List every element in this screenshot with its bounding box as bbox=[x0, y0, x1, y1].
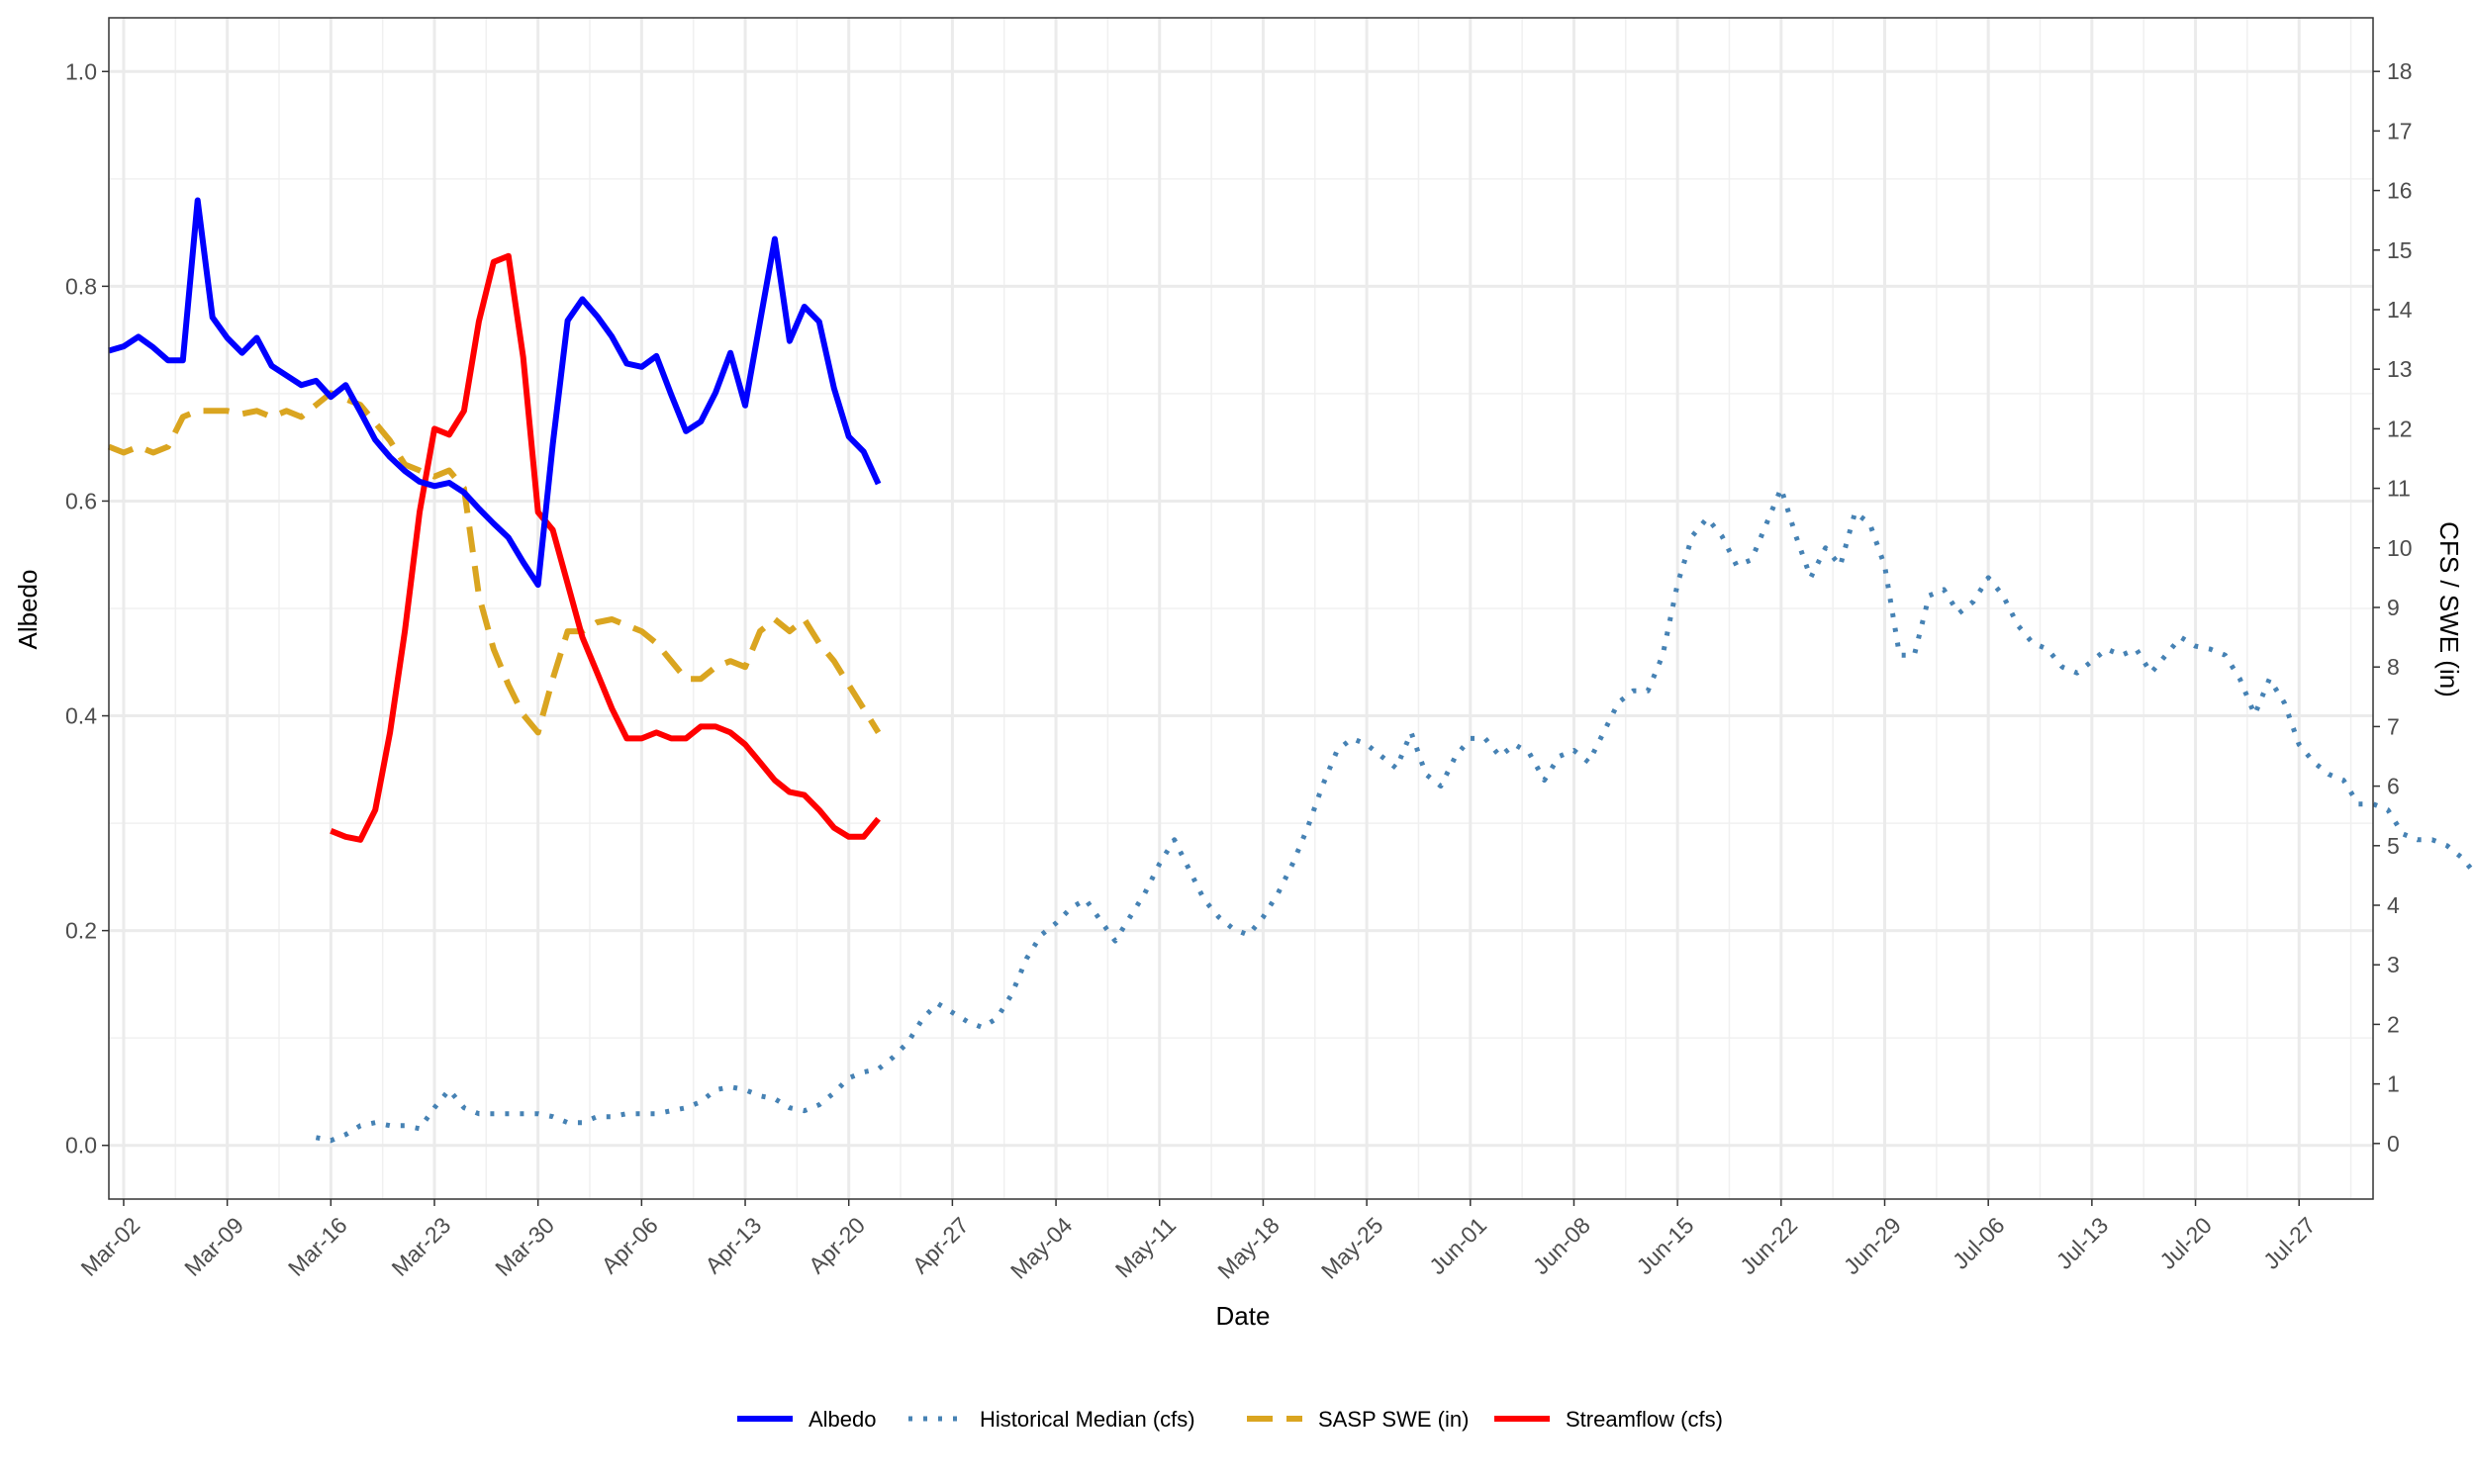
x-tick-label: Mar-23 bbox=[387, 1212, 456, 1281]
y-right-tick-label: 12 bbox=[2387, 416, 2413, 441]
x-tick-label: Jul-06 bbox=[1948, 1212, 2010, 1274]
y-right-tick-label: 7 bbox=[2387, 713, 2400, 739]
x-tick-label: May-11 bbox=[1110, 1212, 1181, 1282]
legend-label: SASP SWE (in) bbox=[1318, 1407, 1469, 1432]
grid bbox=[109, 18, 2373, 1199]
x-tick-label: Apr-06 bbox=[597, 1212, 663, 1278]
y-right-tick-label: 17 bbox=[2387, 118, 2413, 143]
y-right-tick-label: 2 bbox=[2387, 1011, 2400, 1037]
plot-border bbox=[108, 17, 2374, 1200]
y-axis-right-title: CFS / SWE (in) bbox=[2434, 521, 2464, 697]
x-axis-title: Date bbox=[1216, 1301, 1271, 1331]
series-layer bbox=[107, 197, 2474, 1144]
series-line-sasp-swe-in bbox=[107, 390, 882, 736]
y-right-tick-label: 5 bbox=[2387, 833, 2400, 859]
x-tick-label: Mar-16 bbox=[283, 1212, 352, 1281]
y-right-tick-label: 11 bbox=[2387, 476, 2411, 502]
x-tick-label: Jul-13 bbox=[2051, 1212, 2114, 1274]
axes: 0.00.20.40.60.81.00123456789101112131415… bbox=[65, 58, 2413, 1283]
y-left-tick-label: 0.8 bbox=[65, 273, 97, 299]
y-right-tick-label: 0 bbox=[2387, 1131, 2400, 1157]
y-right-tick-label: 10 bbox=[2387, 535, 2413, 561]
y-right-tick-label: 8 bbox=[2387, 654, 2400, 680]
y-right-tick-label: 18 bbox=[2387, 58, 2413, 84]
y-right-tick-label: 6 bbox=[2387, 774, 2400, 799]
x-tick-label: Jun-01 bbox=[1424, 1212, 1491, 1279]
y-left-tick-label: 0.4 bbox=[65, 703, 97, 729]
x-tick-label: Jul-20 bbox=[2154, 1212, 2217, 1274]
y-axis-left-title: Albedo bbox=[13, 570, 43, 650]
legend-label: Historical Median (cfs) bbox=[980, 1407, 1195, 1432]
legend-label: Streamflow (cfs) bbox=[1566, 1407, 1723, 1432]
x-tick-label: May-18 bbox=[1212, 1212, 1285, 1284]
y-right-tick-label: 9 bbox=[2387, 595, 2400, 620]
legend-label: Albedo bbox=[809, 1407, 877, 1432]
y-left-tick-label: 0.2 bbox=[65, 918, 97, 944]
x-tick-label: Jun-15 bbox=[1631, 1212, 1698, 1279]
y-right-tick-label: 4 bbox=[2387, 892, 2400, 918]
x-tick-label: Jul-27 bbox=[2258, 1212, 2321, 1274]
series-line-historical-median-cfs bbox=[315, 486, 2474, 1144]
x-tick-label: Mar-02 bbox=[75, 1212, 144, 1281]
y-right-tick-label: 16 bbox=[2387, 178, 2413, 204]
y-left-tick-label: 1.0 bbox=[65, 58, 97, 84]
x-tick-label: Jun-22 bbox=[1735, 1212, 1802, 1279]
x-tick-label: Apr-27 bbox=[907, 1212, 974, 1278]
y-right-tick-label: 13 bbox=[2387, 356, 2413, 382]
y-left-tick-label: 0.6 bbox=[65, 488, 97, 513]
y-right-tick-label: 15 bbox=[2387, 237, 2413, 263]
series-line-streamflow-cfs bbox=[330, 252, 881, 843]
x-tick-label: May-04 bbox=[1005, 1212, 1078, 1284]
x-tick-label: Apr-13 bbox=[700, 1212, 766, 1278]
x-tick-label: May-25 bbox=[1316, 1212, 1388, 1284]
series-line-albedo bbox=[108, 197, 882, 589]
x-tick-label: Jun-29 bbox=[1839, 1212, 1906, 1279]
y-right-tick-label: 14 bbox=[2387, 297, 2413, 323]
x-tick-label: Jun-08 bbox=[1528, 1212, 1595, 1279]
x-tick-label: Mar-30 bbox=[490, 1212, 559, 1281]
y-left-tick-label: 0.0 bbox=[65, 1133, 97, 1159]
y-right-tick-label: 1 bbox=[2387, 1071, 2400, 1097]
legend: Albedo Historical Median (cfs) SASP SWE (i… bbox=[737, 1407, 1723, 1432]
x-tick-label: Mar-09 bbox=[179, 1212, 248, 1281]
x-tick-label: Apr-20 bbox=[804, 1212, 870, 1278]
y-right-tick-label: 3 bbox=[2387, 952, 2400, 977]
